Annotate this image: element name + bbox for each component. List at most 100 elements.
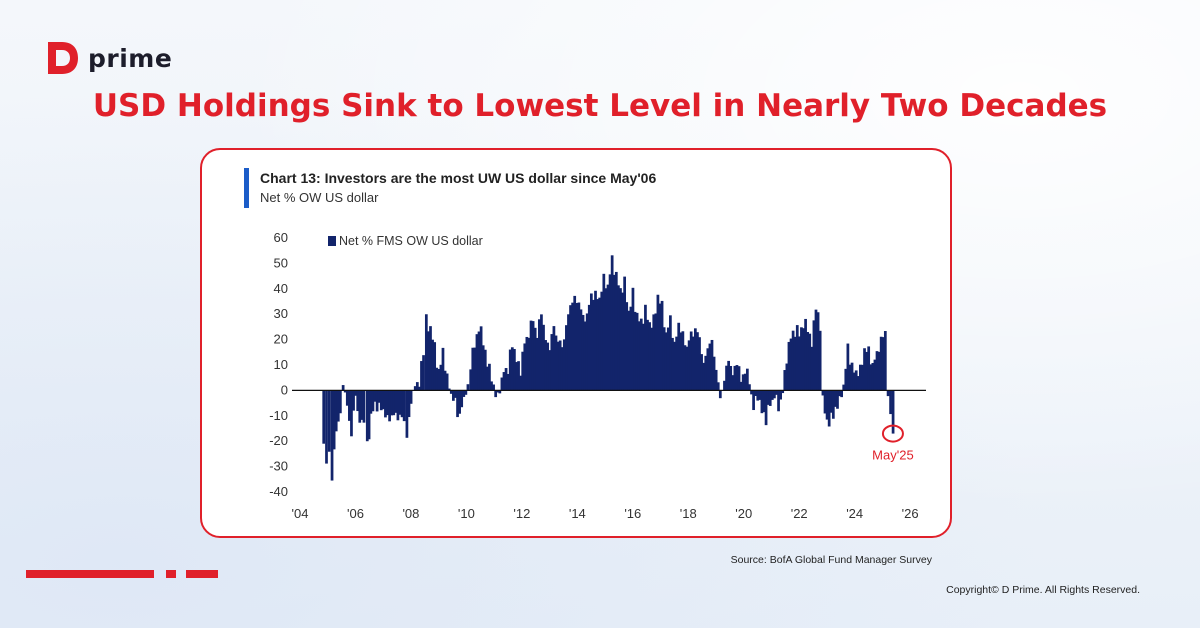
bar: [594, 290, 597, 391]
bar: [330, 390, 334, 481]
bar: [844, 368, 848, 391]
y-tick-label: -10: [269, 408, 288, 423]
bar: [519, 375, 522, 391]
bar: [560, 347, 564, 391]
bar: [802, 328, 805, 391]
bar: [883, 331, 887, 391]
bar: [681, 331, 685, 391]
bar: [886, 390, 890, 397]
bar: [513, 349, 516, 391]
y-tick-label: -20: [269, 433, 288, 448]
bar: [473, 347, 477, 391]
bar: [818, 330, 822, 391]
bar: [567, 314, 570, 391]
bar: [617, 285, 620, 391]
bar: [737, 366, 741, 391]
bar: [810, 346, 814, 391]
bar: [756, 390, 760, 401]
bar: [398, 390, 402, 415]
bar: [585, 313, 589, 391]
bar: [464, 390, 468, 395]
bar: [569, 305, 572, 391]
bar: [517, 361, 520, 391]
x-tick-label: '10: [458, 506, 475, 521]
bar: [687, 340, 691, 391]
bar: [827, 390, 831, 427]
bar: [696, 332, 699, 391]
x-axis: '04 '06 '08 '10 '12 '14 '16 '18 '20 '22 '24 '26: [292, 506, 919, 521]
bar: [477, 331, 481, 391]
may25-annotation: May'25: [872, 424, 914, 463]
bar: [504, 368, 508, 391]
bar: [871, 362, 875, 391]
bar: [466, 384, 470, 391]
bar: [812, 320, 816, 391]
bar: [706, 348, 710, 391]
bar: [848, 364, 852, 391]
bar: [542, 324, 545, 391]
bar: [558, 340, 562, 391]
prime-logo-icon: [48, 42, 78, 74]
bar: [500, 377, 504, 391]
bar: [739, 381, 743, 391]
bar: [365, 390, 369, 442]
bar: [396, 390, 400, 421]
bar: [583, 321, 587, 391]
bar: [821, 390, 825, 396]
bar: [723, 380, 726, 391]
chart-subtitle: Net % OW US dollar: [260, 190, 379, 205]
bar: [452, 390, 455, 401]
bar: [554, 335, 558, 391]
bar: [523, 343, 527, 391]
bar: [454, 390, 457, 398]
bar: [525, 336, 529, 391]
bar: [540, 314, 543, 391]
bar: [795, 325, 799, 391]
bar: [418, 386, 421, 391]
bar: [654, 313, 658, 391]
bar: [829, 390, 833, 413]
bar: [386, 390, 389, 416]
bar: [846, 343, 850, 391]
bar: [691, 336, 695, 391]
legend-swatch: [328, 236, 336, 246]
bar: [729, 365, 733, 391]
bar: [581, 314, 585, 391]
bar: [748, 384, 751, 391]
chart-title: Chart 13: Investors are the most UW US d…: [260, 170, 657, 186]
bar: [435, 367, 439, 391]
bar: [371, 390, 375, 412]
bar: [877, 351, 881, 391]
bar: [797, 336, 801, 391]
bar: [727, 360, 730, 391]
bar: [424, 314, 428, 391]
bar: [660, 300, 664, 391]
bar: [441, 347, 445, 391]
bar: [367, 390, 371, 440]
bar: [733, 365, 737, 391]
copyright-note: Copyright© D Prime. All Rights Reserved.: [946, 584, 1140, 596]
brand-logo[interactable]: prime: [42, 38, 172, 78]
bar: [783, 370, 787, 391]
bar: [336, 390, 340, 422]
x-tick-label: '20: [735, 506, 752, 521]
bar: [800, 327, 803, 391]
bar: [641, 323, 645, 391]
y-tick-label: -30: [269, 459, 288, 474]
bar: [816, 312, 820, 391]
bar: [379, 390, 383, 411]
bar: [889, 390, 892, 415]
bar: [838, 390, 841, 397]
bar: [619, 288, 622, 391]
bar: [600, 291, 604, 391]
bar: [606, 284, 610, 391]
bar: [621, 292, 624, 391]
bar: [443, 370, 447, 391]
bar: [415, 382, 419, 391]
bar: [671, 337, 674, 391]
bar: [781, 390, 785, 394]
x-tick-label: '12: [513, 506, 530, 521]
bar: [345, 390, 349, 406]
y-tick-label: 60: [274, 230, 288, 245]
bar: [485, 366, 489, 391]
